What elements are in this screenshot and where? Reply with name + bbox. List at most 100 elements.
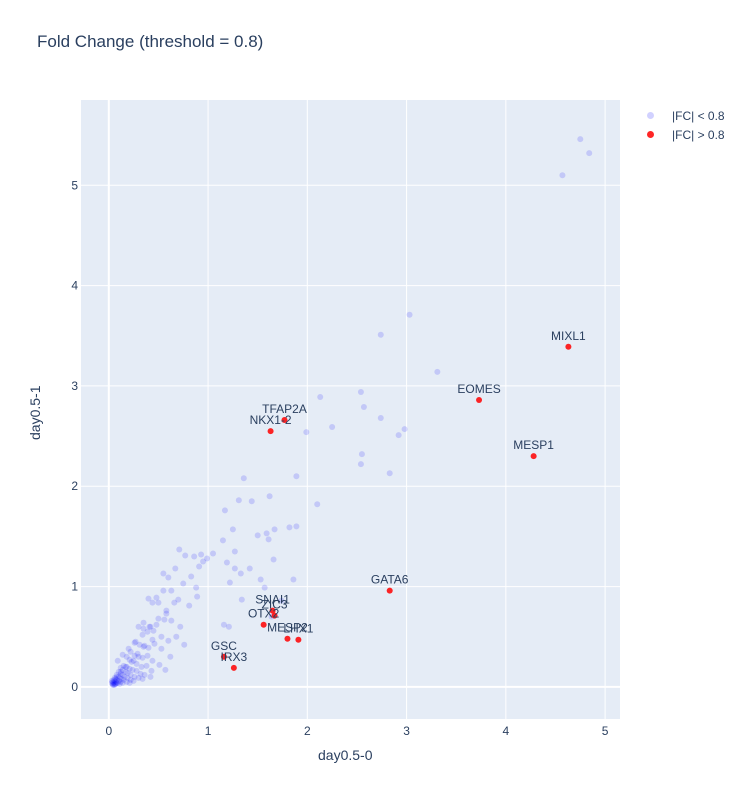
data-point-low-fc bbox=[110, 679, 117, 686]
data-point-low-fc bbox=[116, 680, 123, 687]
data-point-low-fc bbox=[150, 627, 157, 634]
data-point-low-fc bbox=[158, 633, 165, 640]
series-low-fc bbox=[108, 136, 593, 688]
data-point-low-fc bbox=[168, 617, 175, 624]
data-point-low-fc bbox=[271, 526, 278, 533]
data-point-low-fc bbox=[123, 653, 130, 660]
gene-label: NKX1-2 bbox=[250, 413, 292, 427]
data-point-low-fc bbox=[155, 615, 162, 622]
data-point-low-fc bbox=[293, 523, 300, 530]
data-point-low-fc bbox=[167, 653, 174, 660]
data-point-low-fc bbox=[357, 388, 364, 395]
data-point-low-fc bbox=[111, 677, 118, 684]
data-point-low-fc bbox=[117, 668, 124, 675]
data-point-low-fc bbox=[147, 673, 154, 680]
legend-marker-low-fc bbox=[647, 112, 654, 119]
data-point-low-fc bbox=[139, 631, 146, 638]
data-point-low-fc bbox=[117, 670, 124, 677]
data-point-low-fc bbox=[110, 681, 117, 688]
y-tick-label: 5 bbox=[71, 178, 78, 192]
data-point-low-fc bbox=[196, 563, 203, 570]
data-point-low-fc bbox=[163, 607, 170, 614]
data-point-low-fc bbox=[377, 331, 384, 338]
data-point-low-fc bbox=[200, 558, 207, 565]
data-point-low-fc bbox=[132, 638, 139, 645]
data-point-low-fc bbox=[221, 507, 228, 514]
data-point-low-fc bbox=[124, 674, 131, 681]
data-point-low-fc bbox=[115, 668, 122, 675]
y-tick-label: 1 bbox=[71, 580, 78, 594]
data-point-low-fc bbox=[114, 657, 121, 664]
legend-label-high-fc: |FC| > 0.8 bbox=[672, 127, 725, 142]
data-point-low-fc bbox=[115, 673, 122, 680]
data-point-low-fc bbox=[145, 644, 152, 651]
data-point-high-fc bbox=[281, 417, 288, 424]
data-point-low-fc bbox=[135, 674, 142, 681]
data-point-low-fc bbox=[182, 552, 189, 559]
data-point-low-fc bbox=[118, 675, 125, 682]
data-point-low-fc bbox=[143, 662, 150, 669]
data-point-low-fc bbox=[148, 667, 155, 674]
data-point-low-fc bbox=[229, 526, 236, 533]
gene-label: GSC bbox=[211, 639, 237, 653]
data-point-low-fc bbox=[144, 628, 151, 635]
data-point-low-fc bbox=[180, 580, 187, 587]
data-point-low-fc bbox=[133, 667, 140, 674]
data-point-low-fc bbox=[153, 594, 160, 601]
data-point-low-fc bbox=[303, 429, 310, 436]
data-point-low-fc bbox=[147, 623, 154, 630]
data-point-low-fc bbox=[434, 368, 441, 375]
data-point-low-fc bbox=[290, 576, 297, 583]
data-point-low-fc bbox=[188, 573, 195, 580]
data-point-low-fc bbox=[270, 556, 277, 563]
data-point-low-fc bbox=[140, 619, 147, 626]
data-point-low-fc bbox=[198, 551, 205, 558]
data-point-low-fc bbox=[181, 641, 188, 648]
y-axis-ticks: 0 1 2 3 4 5 bbox=[71, 178, 78, 694]
data-point-low-fc bbox=[246, 565, 253, 572]
gene-label: ZIC3 bbox=[262, 598, 288, 612]
data-point-low-fc bbox=[163, 610, 170, 617]
data-point-low-fc bbox=[257, 576, 264, 583]
gene-label: SNAI1 bbox=[255, 593, 290, 607]
data-point-low-fc bbox=[193, 584, 200, 591]
data-point-low-fc bbox=[136, 641, 143, 648]
data-point-low-fc bbox=[278, 597, 285, 604]
data-point-low-fc bbox=[235, 497, 242, 504]
data-point-low-fc bbox=[240, 475, 247, 482]
x-tick-label: 5 bbox=[602, 724, 609, 738]
data-point-low-fc bbox=[144, 652, 151, 659]
data-point-high-fc bbox=[220, 653, 227, 660]
data-point-low-fc bbox=[220, 621, 227, 628]
data-point-low-fc bbox=[108, 679, 115, 686]
data-point-low-fc bbox=[140, 643, 147, 650]
data-point-low-fc bbox=[119, 666, 126, 673]
data-point-low-fc bbox=[176, 546, 183, 553]
data-point-low-fc bbox=[191, 553, 198, 560]
data-point-low-fc bbox=[115, 677, 122, 684]
data-point-low-fc bbox=[160, 570, 167, 577]
data-point-low-fc bbox=[360, 403, 367, 410]
data-point-low-fc bbox=[117, 664, 124, 671]
data-point-low-fc bbox=[406, 311, 413, 318]
data-point-low-fc bbox=[111, 680, 118, 687]
data-point-low-fc bbox=[165, 637, 172, 644]
legend-item-low-fc[interactable]: |FC| < 0.8 bbox=[640, 106, 725, 125]
data-point-low-fc bbox=[111, 674, 118, 681]
data-point-low-fc bbox=[586, 150, 593, 157]
legend: |FC| < 0.8 |FC| > 0.8 bbox=[640, 106, 725, 144]
gene-label: LHX1 bbox=[283, 622, 313, 636]
data-point-low-fc bbox=[186, 602, 193, 609]
data-point-low-fc bbox=[314, 501, 321, 508]
legend-item-high-fc[interactable]: |FC| > 0.8 bbox=[640, 125, 725, 144]
data-point-low-fc bbox=[149, 657, 156, 664]
data-point-low-fc bbox=[172, 565, 179, 572]
legend-marker-high-fc bbox=[647, 131, 654, 138]
data-point-low-fc bbox=[158, 645, 165, 652]
x-tick-label: 3 bbox=[403, 724, 410, 738]
chart-title: Fold Change (threshold = 0.8) bbox=[37, 32, 264, 51]
x-tick-label: 4 bbox=[503, 724, 510, 738]
data-point-low-fc bbox=[329, 424, 336, 431]
data-point-low-fc bbox=[123, 663, 130, 670]
data-point-low-fc bbox=[138, 663, 145, 670]
